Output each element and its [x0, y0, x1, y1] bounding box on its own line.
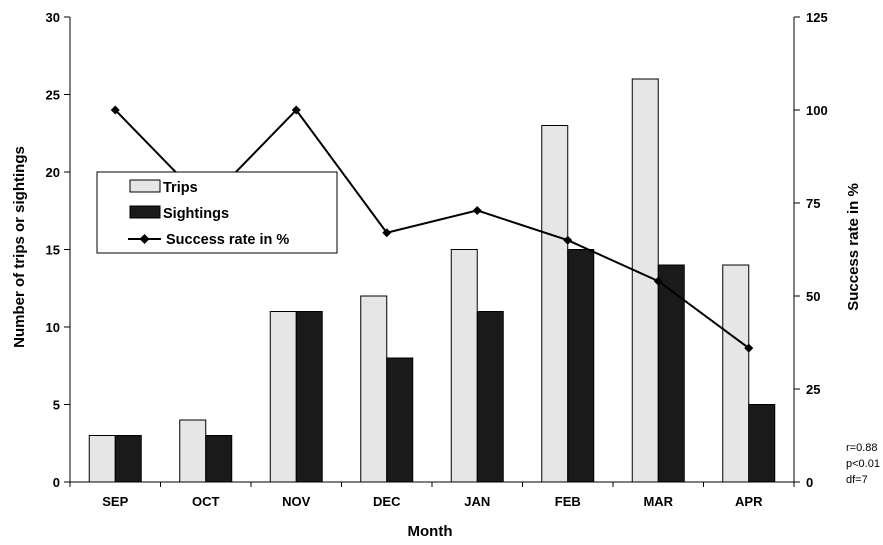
- x-tick-label: SEP: [102, 494, 128, 509]
- y-tick-label: 15: [46, 243, 60, 258]
- bar-sightings-mar: [657, 264, 685, 483]
- legend-marker-success-rate: [139, 234, 150, 244]
- bar-trips-sep: [88, 435, 116, 483]
- x-tick-label: NOV: [282, 494, 311, 509]
- bar-trips-apr: [722, 264, 750, 483]
- x-tick-label: APR: [735, 494, 763, 509]
- bar-trips-oct: [179, 419, 207, 483]
- legend-swatch-sightings: [129, 205, 161, 219]
- bar-trips-feb: [541, 125, 569, 483]
- y-tick-label: 5: [53, 398, 60, 413]
- success-rate-point-apr: [744, 343, 754, 353]
- stat-df: df=7: [846, 474, 868, 486]
- y-tick-label: 30: [46, 10, 60, 25]
- x-tick-label: FEB: [555, 494, 581, 509]
- bar-trips-dec: [360, 295, 388, 483]
- y-axis-title: Number of trips or sightings: [11, 146, 28, 348]
- bar-trips-nov: [269, 311, 297, 483]
- success-rate-point-dec: [382, 228, 392, 238]
- x-tick-label: JAN: [464, 494, 490, 509]
- success-rate-point-nov: [291, 105, 301, 115]
- y-tick-label: 25: [46, 88, 60, 103]
- stat-r: r=0.88: [846, 442, 878, 454]
- statistics-annotation: r=0.88 p<0.01 df=7: [846, 442, 880, 486]
- axes-layer: SEP OCT NOV DEC JAN FEB MAR APR 0 5 10 15 20 25 30 0 25 5…: [46, 10, 828, 509]
- bar-trips-jan: [450, 249, 478, 483]
- success-rate-point-feb: [563, 235, 573, 245]
- y2-tick-label: 50: [806, 289, 820, 304]
- legend: Trips Sightings Success rate in %: [96, 171, 338, 254]
- bars-layer: [88, 78, 776, 483]
- legend-label-success-rate: Success rate in %: [166, 232, 289, 248]
- bar-sightings-apr: [748, 404, 776, 483]
- x-tick-label: OCT: [192, 494, 220, 509]
- legend-swatch-trips: [129, 179, 161, 193]
- stat-p: p<0.01: [846, 458, 880, 470]
- y2-tick-label: 0: [806, 475, 813, 490]
- bar-sightings-oct: [205, 435, 233, 483]
- y2-tick-label: 100: [806, 103, 828, 118]
- y2-tick-label: 125: [806, 10, 828, 25]
- x-axis-title: Month: [408, 523, 453, 540]
- success-rate-point-mar: [653, 276, 663, 286]
- bar-sightings-sep: [114, 435, 142, 483]
- bar-trips-mar: [631, 78, 659, 483]
- bar-sightings-jan: [476, 311, 504, 483]
- bar-sightings-feb: [567, 249, 595, 483]
- y-tick-label: 10: [46, 320, 60, 335]
- bar-sightings-nov: [295, 311, 323, 483]
- x-tick-label: DEC: [373, 494, 401, 509]
- y2-tick-label: 25: [806, 382, 820, 397]
- x-tick-label: MAR: [643, 494, 673, 509]
- bar-sightings-dec: [386, 357, 414, 483]
- y-tick-label: 0: [53, 475, 60, 490]
- legend-label-trips: Trips: [163, 180, 198, 196]
- success-rate-point-sep: [110, 105, 120, 115]
- success-rate-point-jan: [472, 205, 482, 215]
- y-tick-label: 20: [46, 165, 60, 180]
- legend-label-sightings: Sightings: [163, 206, 229, 222]
- y2-tick-label: 75: [806, 196, 820, 211]
- y2-axis-title: Success rate in %: [845, 183, 862, 311]
